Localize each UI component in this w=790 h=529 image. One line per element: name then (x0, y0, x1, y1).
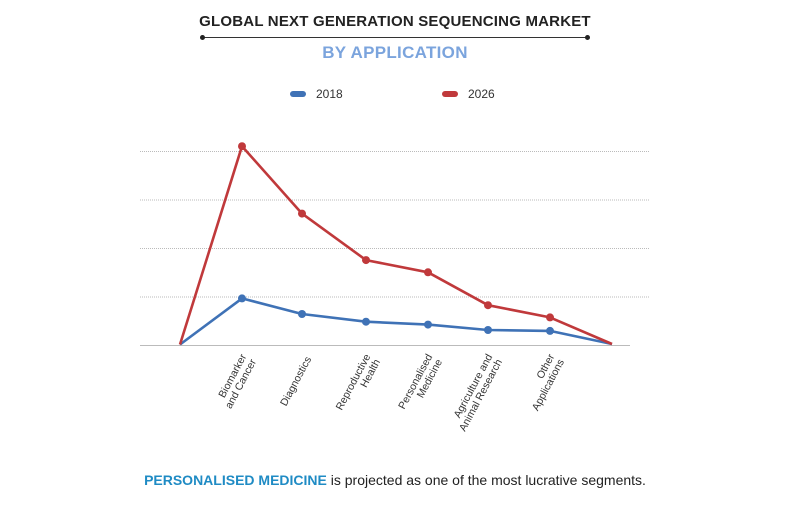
series-line-2018 (179, 297, 613, 346)
data-point-2018 (546, 326, 554, 335)
x-tick-label: Biomarkerand Cancer (213, 352, 259, 411)
data-point-2018 (298, 310, 306, 318)
title-divider (200, 35, 590, 40)
chart-subtitle: BY APPLICATION (322, 43, 468, 62)
data-point-2026 (484, 301, 492, 310)
x-tick-label: ReproductiveHealth (334, 352, 383, 418)
x-tick-label: Diagnostics (278, 355, 314, 409)
data-point-2026 (298, 209, 306, 218)
x-tick-label-line: Diagnostics (278, 355, 314, 409)
series-line-2026 (178, 144, 613, 346)
footer-caption: PERSONALISED MEDICINE is projected as on… (0, 472, 790, 488)
data-point-2026 (238, 142, 246, 151)
legend-label-2018: 2018 (316, 87, 343, 101)
data-point-2026 (546, 313, 554, 322)
footer-highlight: PERSONALISED MEDICINE (144, 472, 327, 488)
chart-title: GLOBAL NEXT GENERATION SEQUENCING MARKET (199, 13, 591, 30)
x-tick-label: PersonalisedMedicine (396, 352, 445, 417)
legend-item-2018: 2018 (290, 87, 343, 101)
legend-item-2026: 2026 (442, 87, 495, 101)
data-point-2018 (424, 320, 432, 329)
legend-swatch-2018 (290, 91, 306, 97)
data-point-2018 (238, 294, 246, 303)
footer-text: is projected as one of the most lucrativ… (326, 472, 646, 488)
x-tick-label: OtherApplications (520, 352, 567, 413)
x-tick-label: Agriculture andAnimal Research (447, 352, 505, 434)
legend-label-2026: 2026 (468, 87, 495, 101)
data-point-2026 (362, 256, 370, 265)
legend-swatch-2026 (442, 91, 458, 97)
data-point-2018 (484, 326, 492, 334)
data-point-2026 (424, 268, 432, 277)
data-point-2018 (362, 317, 370, 326)
